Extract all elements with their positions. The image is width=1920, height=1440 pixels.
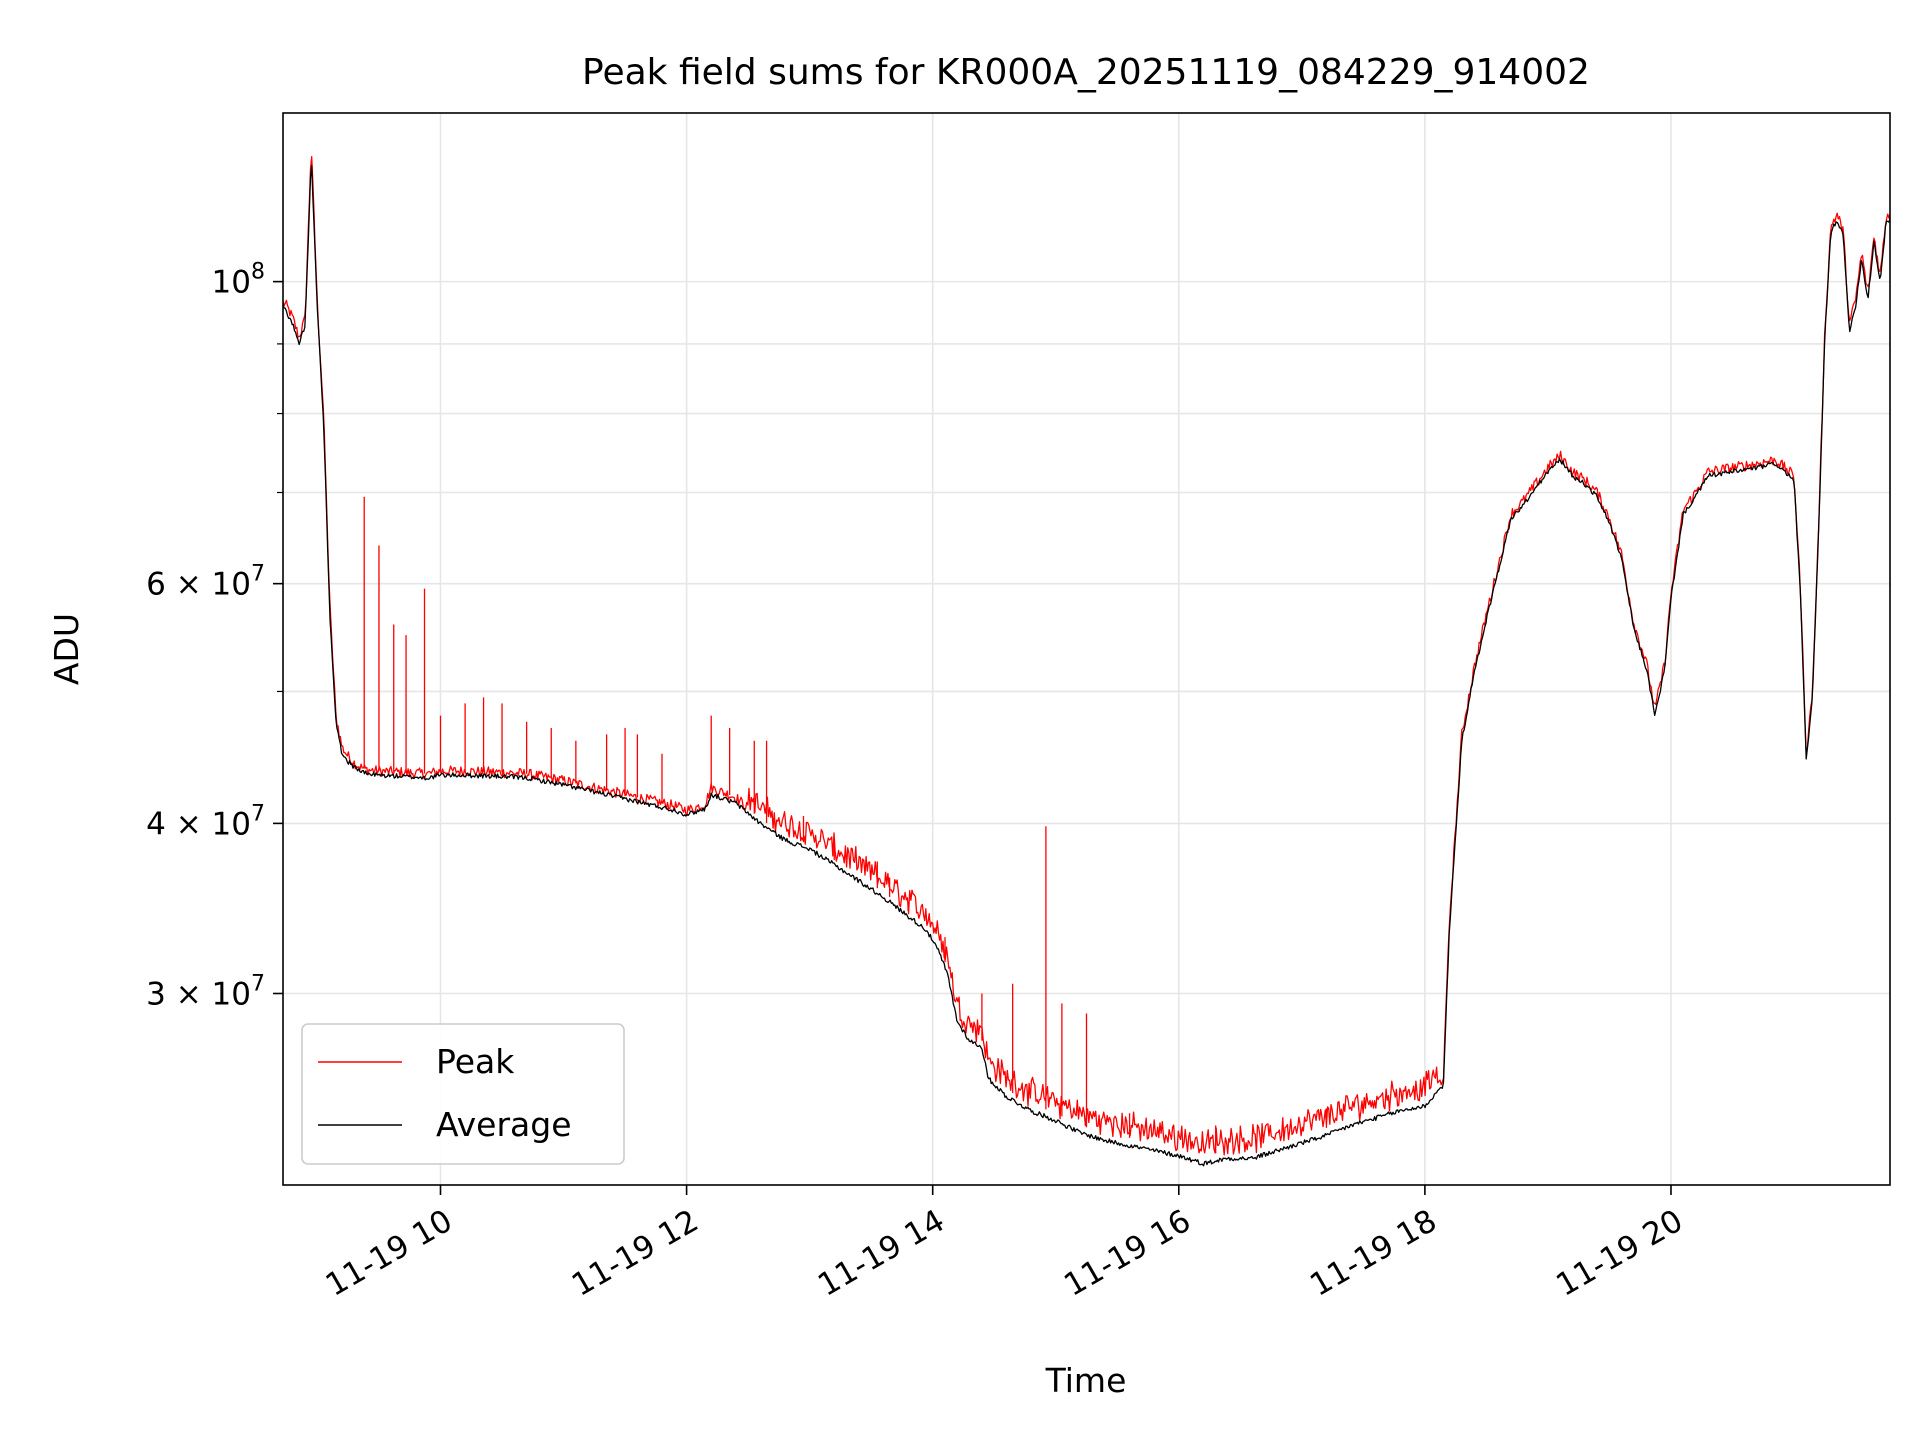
y-tick-label: 108 — [212, 260, 265, 301]
y-axis: 3 × 107 4 × 107 6 × 107 108 — [146, 260, 283, 1012]
x-axis-label: Time — [1045, 1361, 1127, 1400]
y-tick-label: 3 × 107 — [146, 971, 265, 1012]
legend-label-average: Average — [436, 1105, 572, 1144]
y-tick-label: 6 × 107 — [146, 562, 265, 603]
plot-frame — [282, 112, 1891, 1186]
y-tick-label: 4 × 107 — [146, 801, 265, 842]
legend: Peak Average — [301, 1023, 625, 1165]
legend-label-peak: Peak — [436, 1042, 515, 1081]
grid-lines — [283, 113, 1890, 1185]
y-axis-label: ADU — [47, 613, 86, 685]
legend-box — [301, 1023, 625, 1165]
series-line-average — [283, 165, 1890, 1167]
series-layer — [283, 156, 1890, 1167]
chart-title: Peak field sums for KR000A_20251119_0842… — [582, 52, 1590, 93]
